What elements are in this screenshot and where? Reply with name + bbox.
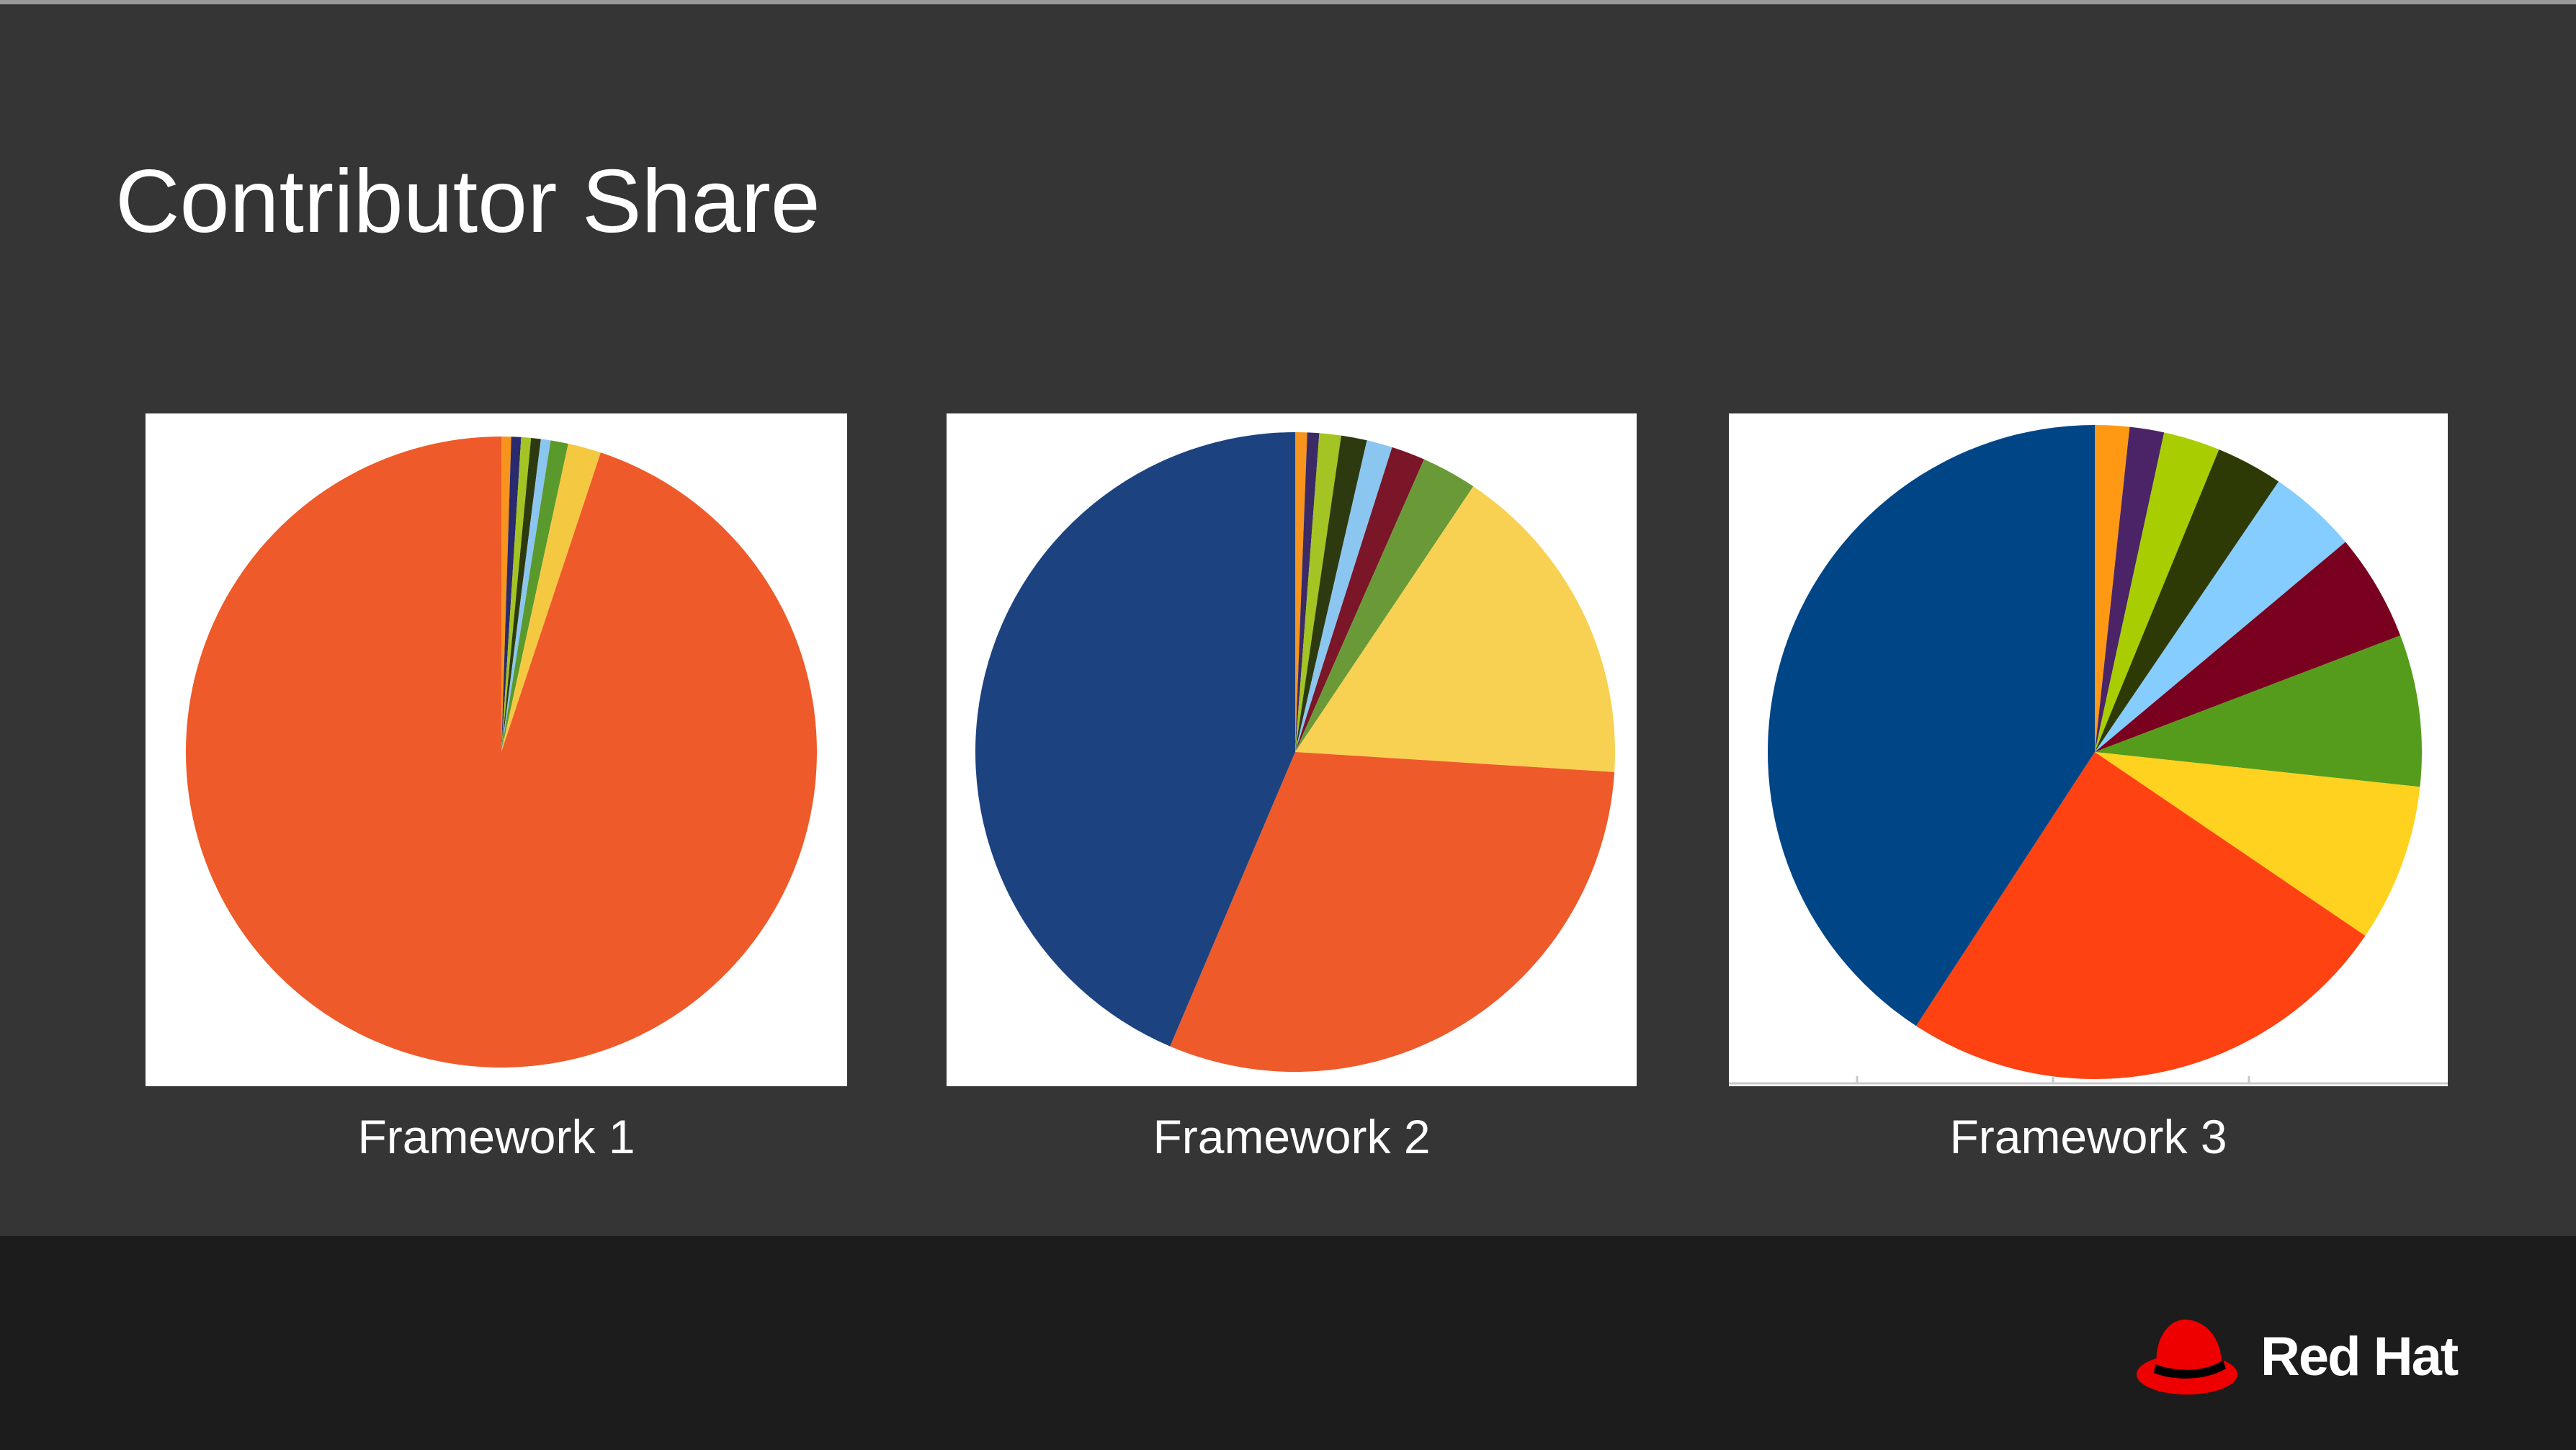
logo-text: Red Hat: [2260, 1326, 2459, 1387]
pie-slice-3-10: [1768, 425, 2095, 1026]
pie-slice-1-3: [501, 437, 532, 752]
pie-slice-2-5: [1295, 440, 1392, 752]
pie-slice-2-2: [1295, 432, 1320, 752]
pie-chart-framework-2: [975, 432, 1615, 1072]
pie-slice-2-8: [1295, 486, 1615, 772]
pie-slice-1-2: [501, 437, 522, 752]
pie-slice-1-5: [501, 439, 551, 752]
pie-slice-2-10: [975, 432, 1295, 1047]
pie-slice-1-1: [501, 437, 511, 752]
pie-slice-1-4: [501, 437, 541, 752]
pie-chart-framework-1: [186, 437, 818, 1068]
pie-slice-2-3: [1295, 433, 1341, 752]
pie-slice-1-7: [501, 443, 601, 752]
pie-slice-2-4: [1295, 435, 1367, 752]
pie-slice-1-6: [501, 440, 568, 752]
pie-slice-3-1: [2095, 425, 2130, 752]
chart-label-framework-3: Framework 3: [1949, 1110, 2227, 1163]
chart-panel-framework-1: [146, 413, 847, 1086]
pie-slice-3-3: [2095, 432, 2219, 752]
chart-label-framework-2: Framework 2: [1153, 1110, 1431, 1163]
footer-area: [0, 1236, 2576, 1450]
chart-panel-framework-2: [947, 413, 1637, 1086]
pie-slice-3-8: [2095, 752, 2420, 936]
slide-title: Contributor Share: [115, 152, 820, 251]
pie-slice-2-9: [1170, 752, 1615, 1072]
pie-slice-2-1: [1295, 432, 1307, 752]
pie-slice-3-2: [2095, 426, 2165, 752]
pie-slice-3-7: [2095, 635, 2422, 787]
pie-slice-3-4: [2095, 449, 2279, 752]
pie-slice-2-6: [1295, 447, 1424, 752]
red-hat-logo: Red Hat: [2135, 1311, 2481, 1405]
pie-slice-1-8: [186, 437, 818, 1068]
red-fedora-hat-icon: [2137, 1319, 2237, 1395]
pie-slice-3-9: [1915, 752, 2366, 1079]
pie-slice-3-5: [2095, 481, 2345, 752]
chart-label-framework-1: Framework 1: [357, 1110, 635, 1163]
chart-panel-framework-3: [1729, 413, 2448, 1086]
pie-slice-2-7: [1295, 459, 1474, 752]
pie-chart-framework-3: [1729, 425, 2448, 1085]
pie-slice-3-6: [2095, 542, 2401, 752]
top-rule: [0, 0, 2576, 4]
